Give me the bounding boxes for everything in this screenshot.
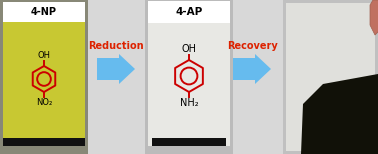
Bar (283, 0, 378, 154)
Polygon shape (301, 74, 378, 154)
Text: NO₂: NO₂ (36, 98, 52, 107)
Bar (3, 2, 85, 22)
Bar (145, 0, 233, 154)
Text: NH₂: NH₂ (180, 98, 198, 108)
Text: 4-AP: 4-AP (175, 7, 203, 17)
Bar (148, 3, 230, 146)
FancyArrow shape (233, 54, 271, 84)
FancyArrow shape (97, 54, 135, 84)
Text: Recovery: Recovery (227, 41, 277, 51)
Text: OH: OH (181, 44, 197, 54)
Bar (148, 1, 230, 23)
Bar (286, 3, 375, 151)
Bar (3, 138, 85, 146)
Bar (3, 3, 85, 146)
Bar (152, 138, 226, 146)
Polygon shape (370, 0, 378, 35)
Text: OH: OH (37, 51, 51, 60)
Text: 4-NP: 4-NP (31, 7, 57, 17)
Text: Reduction: Reduction (88, 41, 144, 51)
Bar (0, 0, 88, 154)
